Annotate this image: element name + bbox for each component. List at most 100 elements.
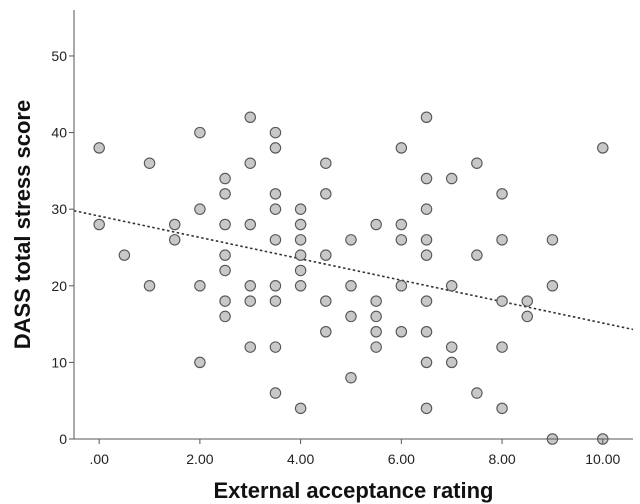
fit-line-layer	[73, 209, 634, 331]
data-point	[320, 188, 332, 200]
data-point	[93, 218, 105, 231]
data-point	[320, 325, 332, 338]
data-point	[546, 234, 559, 246]
data-point	[269, 142, 282, 154]
y-tick-label: 50	[51, 48, 67, 64]
data-point	[420, 402, 433, 415]
data-point	[168, 234, 181, 246]
data-point	[269, 280, 282, 292]
x-tick-label: 4.00	[287, 451, 314, 467]
data-point	[194, 126, 206, 139]
data-point	[471, 249, 483, 261]
data-point	[143, 280, 156, 292]
data-point	[168, 218, 181, 231]
data-point	[244, 280, 257, 292]
data-point	[294, 234, 307, 246]
data-point	[445, 172, 458, 185]
data-point	[219, 172, 231, 185]
data-point	[269, 188, 282, 200]
data-point	[294, 402, 307, 415]
data-point	[269, 203, 282, 215]
data-point	[370, 325, 382, 338]
data-point	[420, 325, 433, 338]
data-point	[471, 387, 483, 399]
data-point	[521, 310, 533, 323]
data-point	[370, 295, 382, 307]
data-point	[370, 341, 382, 353]
y-tick-label: 40	[51, 125, 67, 141]
data-point	[294, 218, 307, 231]
data-point	[320, 295, 332, 307]
data-point	[395, 218, 408, 231]
data-point	[219, 264, 231, 277]
data-point	[345, 371, 357, 384]
y-axis-title: DASS total stress score	[10, 100, 35, 349]
data-point	[294, 264, 307, 277]
data-point	[320, 249, 332, 261]
data-point	[269, 234, 282, 246]
data-point	[420, 172, 433, 185]
fit-line	[73, 209, 634, 331]
data-point	[294, 280, 307, 292]
x-tick-label: 8.00	[488, 451, 515, 467]
data-points	[93, 111, 609, 445]
data-point	[345, 234, 357, 246]
data-point	[269, 126, 282, 139]
x-tick-label: .00	[89, 451, 109, 467]
data-point	[395, 325, 408, 338]
data-point	[395, 280, 408, 292]
data-point	[194, 356, 206, 369]
x-axis-title: External acceptance rating	[213, 478, 493, 503]
data-point	[345, 310, 357, 323]
data-point	[219, 295, 231, 307]
data-point	[420, 356, 433, 369]
data-point	[93, 142, 105, 154]
data-point	[445, 356, 458, 369]
data-point	[420, 295, 433, 307]
data-point	[194, 280, 206, 292]
data-point	[320, 157, 332, 169]
y-tick-label: 20	[51, 278, 67, 294]
data-point	[445, 280, 458, 292]
data-point	[118, 249, 131, 261]
x-axis-ticks: .00 2.00 4.00 6.00 8.00 10.00	[89, 439, 621, 467]
data-point	[269, 341, 282, 353]
data-point	[370, 310, 382, 323]
data-point	[597, 142, 609, 154]
data-point	[269, 387, 282, 399]
data-point	[294, 203, 307, 215]
data-point	[395, 142, 408, 154]
data-point	[420, 203, 433, 215]
data-point	[496, 295, 508, 307]
data-point	[420, 111, 433, 124]
data-point	[496, 341, 508, 353]
data-point	[445, 341, 458, 353]
x-tick-label: 6.00	[388, 451, 415, 467]
data-point	[219, 249, 231, 261]
y-axis-ticks: 0 10 20 30 40 50	[51, 48, 74, 447]
data-point	[219, 310, 231, 323]
data-point	[244, 218, 257, 231]
data-point	[219, 218, 231, 231]
data-point	[370, 218, 382, 231]
axes	[73, 10, 633, 440]
y-tick-label: 10	[51, 354, 67, 370]
data-point	[244, 295, 257, 307]
data-point	[345, 280, 357, 292]
data-point	[420, 234, 433, 246]
data-point	[471, 157, 483, 169]
data-point	[420, 249, 433, 261]
y-tick-label: 0	[59, 431, 67, 447]
data-point	[244, 341, 257, 353]
data-point	[546, 280, 559, 292]
x-tick-label: 10.00	[585, 451, 620, 467]
x-tick-label: 2.00	[186, 451, 213, 467]
data-point	[269, 295, 282, 307]
data-point	[219, 188, 231, 200]
data-point	[496, 402, 508, 415]
data-point	[244, 111, 257, 124]
data-point	[521, 295, 533, 307]
data-point	[496, 188, 508, 200]
data-point	[294, 249, 307, 261]
